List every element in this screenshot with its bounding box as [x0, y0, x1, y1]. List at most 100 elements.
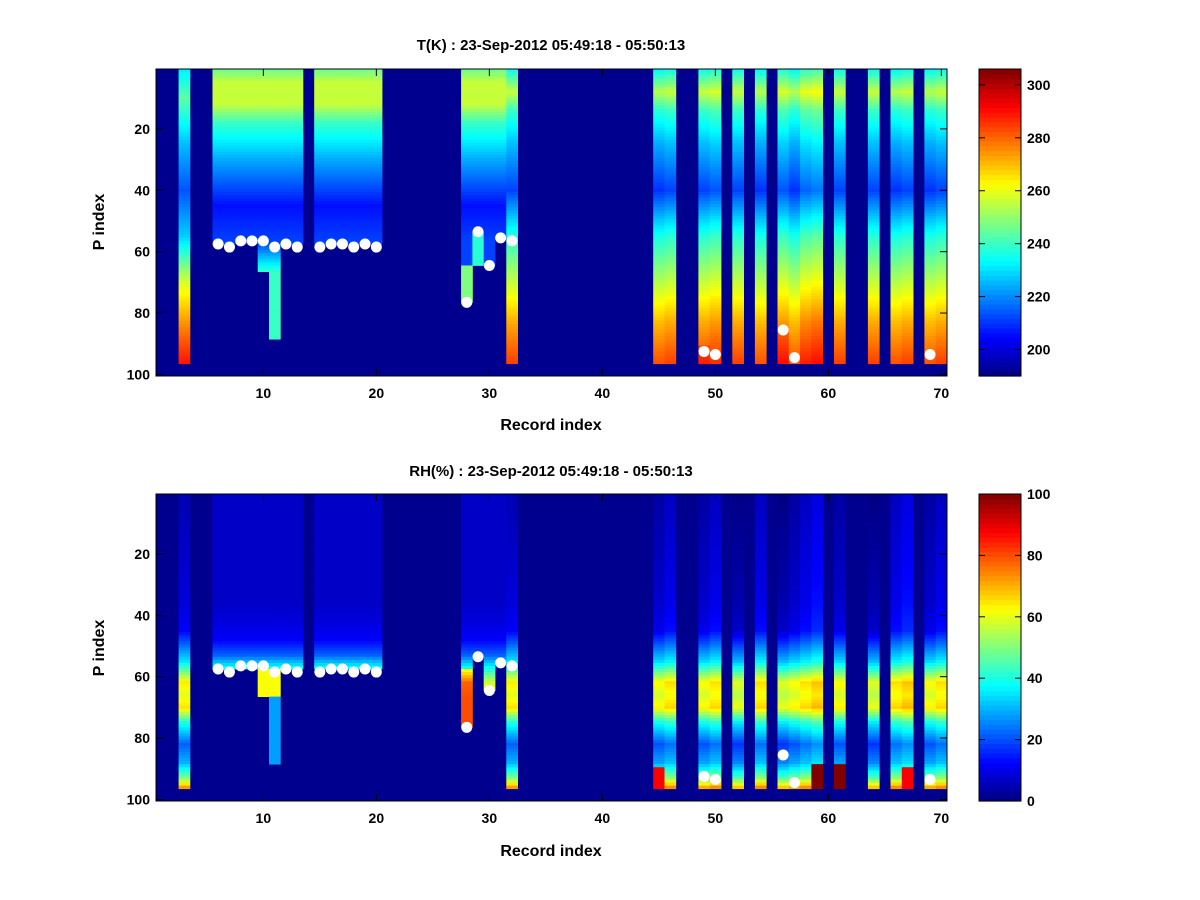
temperature-cell: [483, 228, 496, 233]
temperature-cell: [935, 348, 948, 352]
relative-humidity-cell: [246, 494, 259, 498]
temperature-cell: [924, 158, 937, 162]
relative-humidity-cell: [178, 727, 191, 731]
temperature-cell: [664, 243, 677, 248]
relative-humidity-cell: [472, 536, 485, 541]
relative-humidity-cell: [280, 540, 292, 544]
relative-humidity-cell: [483, 675, 496, 679]
temperature-cell: [336, 185, 349, 190]
temperature-cell: [698, 145, 711, 150]
temperature-colorbar-band: [979, 198, 1021, 204]
relative-humidity-cell: [325, 561, 338, 566]
temperature-cell: [653, 102, 665, 107]
temperature-cell: [495, 207, 507, 211]
relative-humidity-cell: [709, 748, 722, 753]
relative-humidity-cell: [754, 672, 767, 676]
temperature-cell: [472, 197, 485, 202]
relative-humidity-cell: [709, 570, 722, 575]
relative-humidity-cell: [359, 552, 372, 556]
temperature-cell: [269, 164, 281, 168]
temperature-cell: [732, 170, 744, 174]
temperature-cell: [800, 173, 812, 177]
relative-humidity-cell: [178, 521, 191, 526]
temperature-cell: [901, 345, 914, 349]
temperature-cell: [732, 268, 744, 273]
temperature-cell: [867, 84, 880, 88]
relative-humidity-cell: [777, 592, 790, 596]
relative-humidity-cell: [483, 549, 496, 553]
temperature-cell: [178, 219, 191, 223]
temperature-cell: [235, 173, 247, 177]
temperature-cell: [653, 118, 665, 122]
temperature-cell: [732, 108, 744, 113]
temperature-cell: [788, 210, 801, 214]
temperature-cell: [867, 93, 880, 98]
temperature-cell: [777, 142, 790, 147]
temperature-cell: [336, 158, 349, 162]
temperature-cell: [246, 167, 259, 171]
relative-humidity-cell: [664, 659, 677, 664]
temperature-cell: [370, 197, 383, 202]
relative-humidity-cell: [495, 604, 507, 608]
relative-humidity-cell: [495, 558, 507, 562]
temperature-cell: [325, 133, 338, 137]
temperature-cell: [800, 93, 812, 98]
temperature-cell: [890, 253, 903, 257]
relative-humidity-cell: [754, 650, 767, 655]
temperature-cell: [269, 314, 281, 319]
relative-humidity-cell: [664, 776, 677, 780]
relative-humidity-cell: [732, 764, 744, 768]
temperature-cell: [867, 127, 880, 131]
relative-humidity-cell: [788, 561, 801, 566]
temperature-cell: [495, 90, 507, 94]
temperature-cell: [495, 111, 507, 116]
temperature-cell: [890, 75, 903, 79]
relative-humidity-cell: [664, 579, 677, 584]
relative-humidity-cell: [314, 647, 326, 651]
temperature-cell: [472, 72, 485, 76]
temperature-cell: [890, 142, 903, 147]
temperature-cell: [280, 225, 292, 230]
relative-humidity-cell: [348, 653, 360, 658]
temperature-cell: [800, 253, 812, 257]
temperature-cell: [664, 348, 677, 352]
temperature-cell: [483, 167, 496, 171]
relative-humidity-cell: [506, 718, 518, 722]
relative-humidity-cell: [257, 509, 270, 513]
temperature-cell: [788, 90, 801, 94]
temperature-cell: [506, 201, 518, 205]
relative-humidity-cell: [777, 512, 790, 516]
temperature-y-tick-label: 80: [134, 305, 150, 321]
temperature-cell: [291, 228, 304, 233]
relative-humidity-cell: [325, 509, 338, 513]
temperature-cell: [269, 256, 281, 260]
temperature-cell: [506, 111, 518, 116]
relative-humidity-cell: [698, 659, 711, 664]
temperature-cell: [732, 151, 744, 156]
temperature-cell: [653, 216, 665, 220]
temperature-cell: [246, 161, 259, 165]
temperature-cell: [664, 105, 677, 110]
temperature-cell: [506, 345, 518, 349]
relative-humidity-cell: [495, 613, 507, 618]
relative-humidity-cell: [269, 500, 281, 504]
relative-humidity-cell: [280, 595, 292, 599]
relative-humidity-cell: [506, 521, 518, 526]
temperature-cell: [709, 302, 722, 306]
relative-humidity-cell: [246, 521, 259, 526]
temperature-cell: [709, 164, 722, 168]
relative-humidity-cell: [280, 619, 292, 624]
relative-humidity-cell: [653, 555, 665, 559]
temperature-cell: [777, 299, 790, 303]
relative-humidity-cell: [461, 705, 473, 710]
relative-humidity-cell: [495, 653, 507, 658]
relative-humidity-cell: [280, 518, 292, 523]
temperature-cell: [178, 314, 191, 319]
relative-humidity-cell: [754, 564, 767, 569]
temperature-cell: [653, 99, 665, 104]
relative-humidity-cell: [698, 742, 711, 747]
relative-humidity-cell: [777, 583, 790, 587]
relative-humidity-cell: [325, 622, 338, 627]
relative-humidity-cell: [506, 773, 518, 777]
temperature-cell: [314, 69, 326, 73]
